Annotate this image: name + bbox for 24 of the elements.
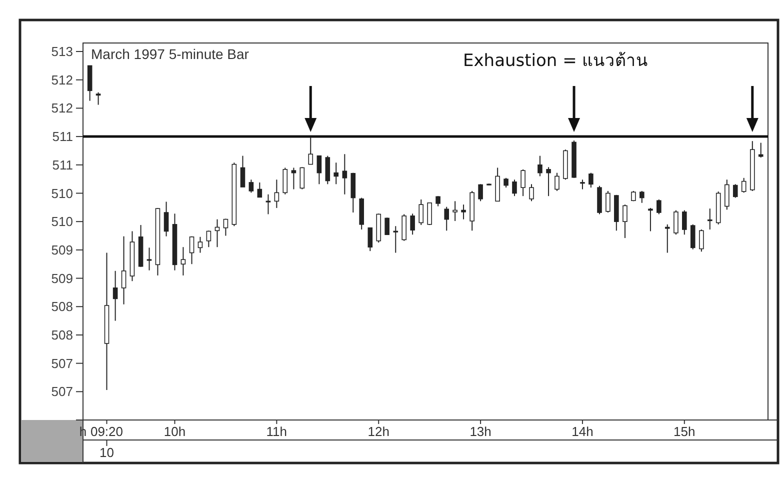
x-tick-label: 15h [674,424,696,439]
y-tick-label: 512 [51,72,73,88]
x-tick-label: 11h [266,424,288,439]
y-tick-label: 509 [51,242,73,258]
text: 10 [100,445,114,460]
chart-title: March 1997 5-minute Bar [91,46,250,62]
y-tick-label: 510 [51,186,73,201]
y-tick-label: 507 [51,356,73,371]
y-tick-label: 511 [52,157,73,172]
y-tick-label: 511 [52,129,73,144]
x-tick-label: h [79,424,87,439]
y-tick-label: 509 [51,270,73,286]
x-tick-label: 09:20 [90,424,124,439]
x-tick-label: 10h [164,424,186,439]
x-tick-label: 12h [368,424,390,439]
y-tick-label: 512 [51,100,73,116]
annotation: Exhaustion = แนวต้าน [463,51,648,71]
y-tick-label: 513 [51,44,73,60]
x-tick-label: 13h [470,424,492,439]
y-tick-label: 508 [51,299,73,314]
x-tick-label: 14h [572,424,594,439]
y-tick-label: 507 [51,384,73,400]
y-tick-label: 508 [51,328,73,343]
y-tick-label: 510 [51,214,73,230]
